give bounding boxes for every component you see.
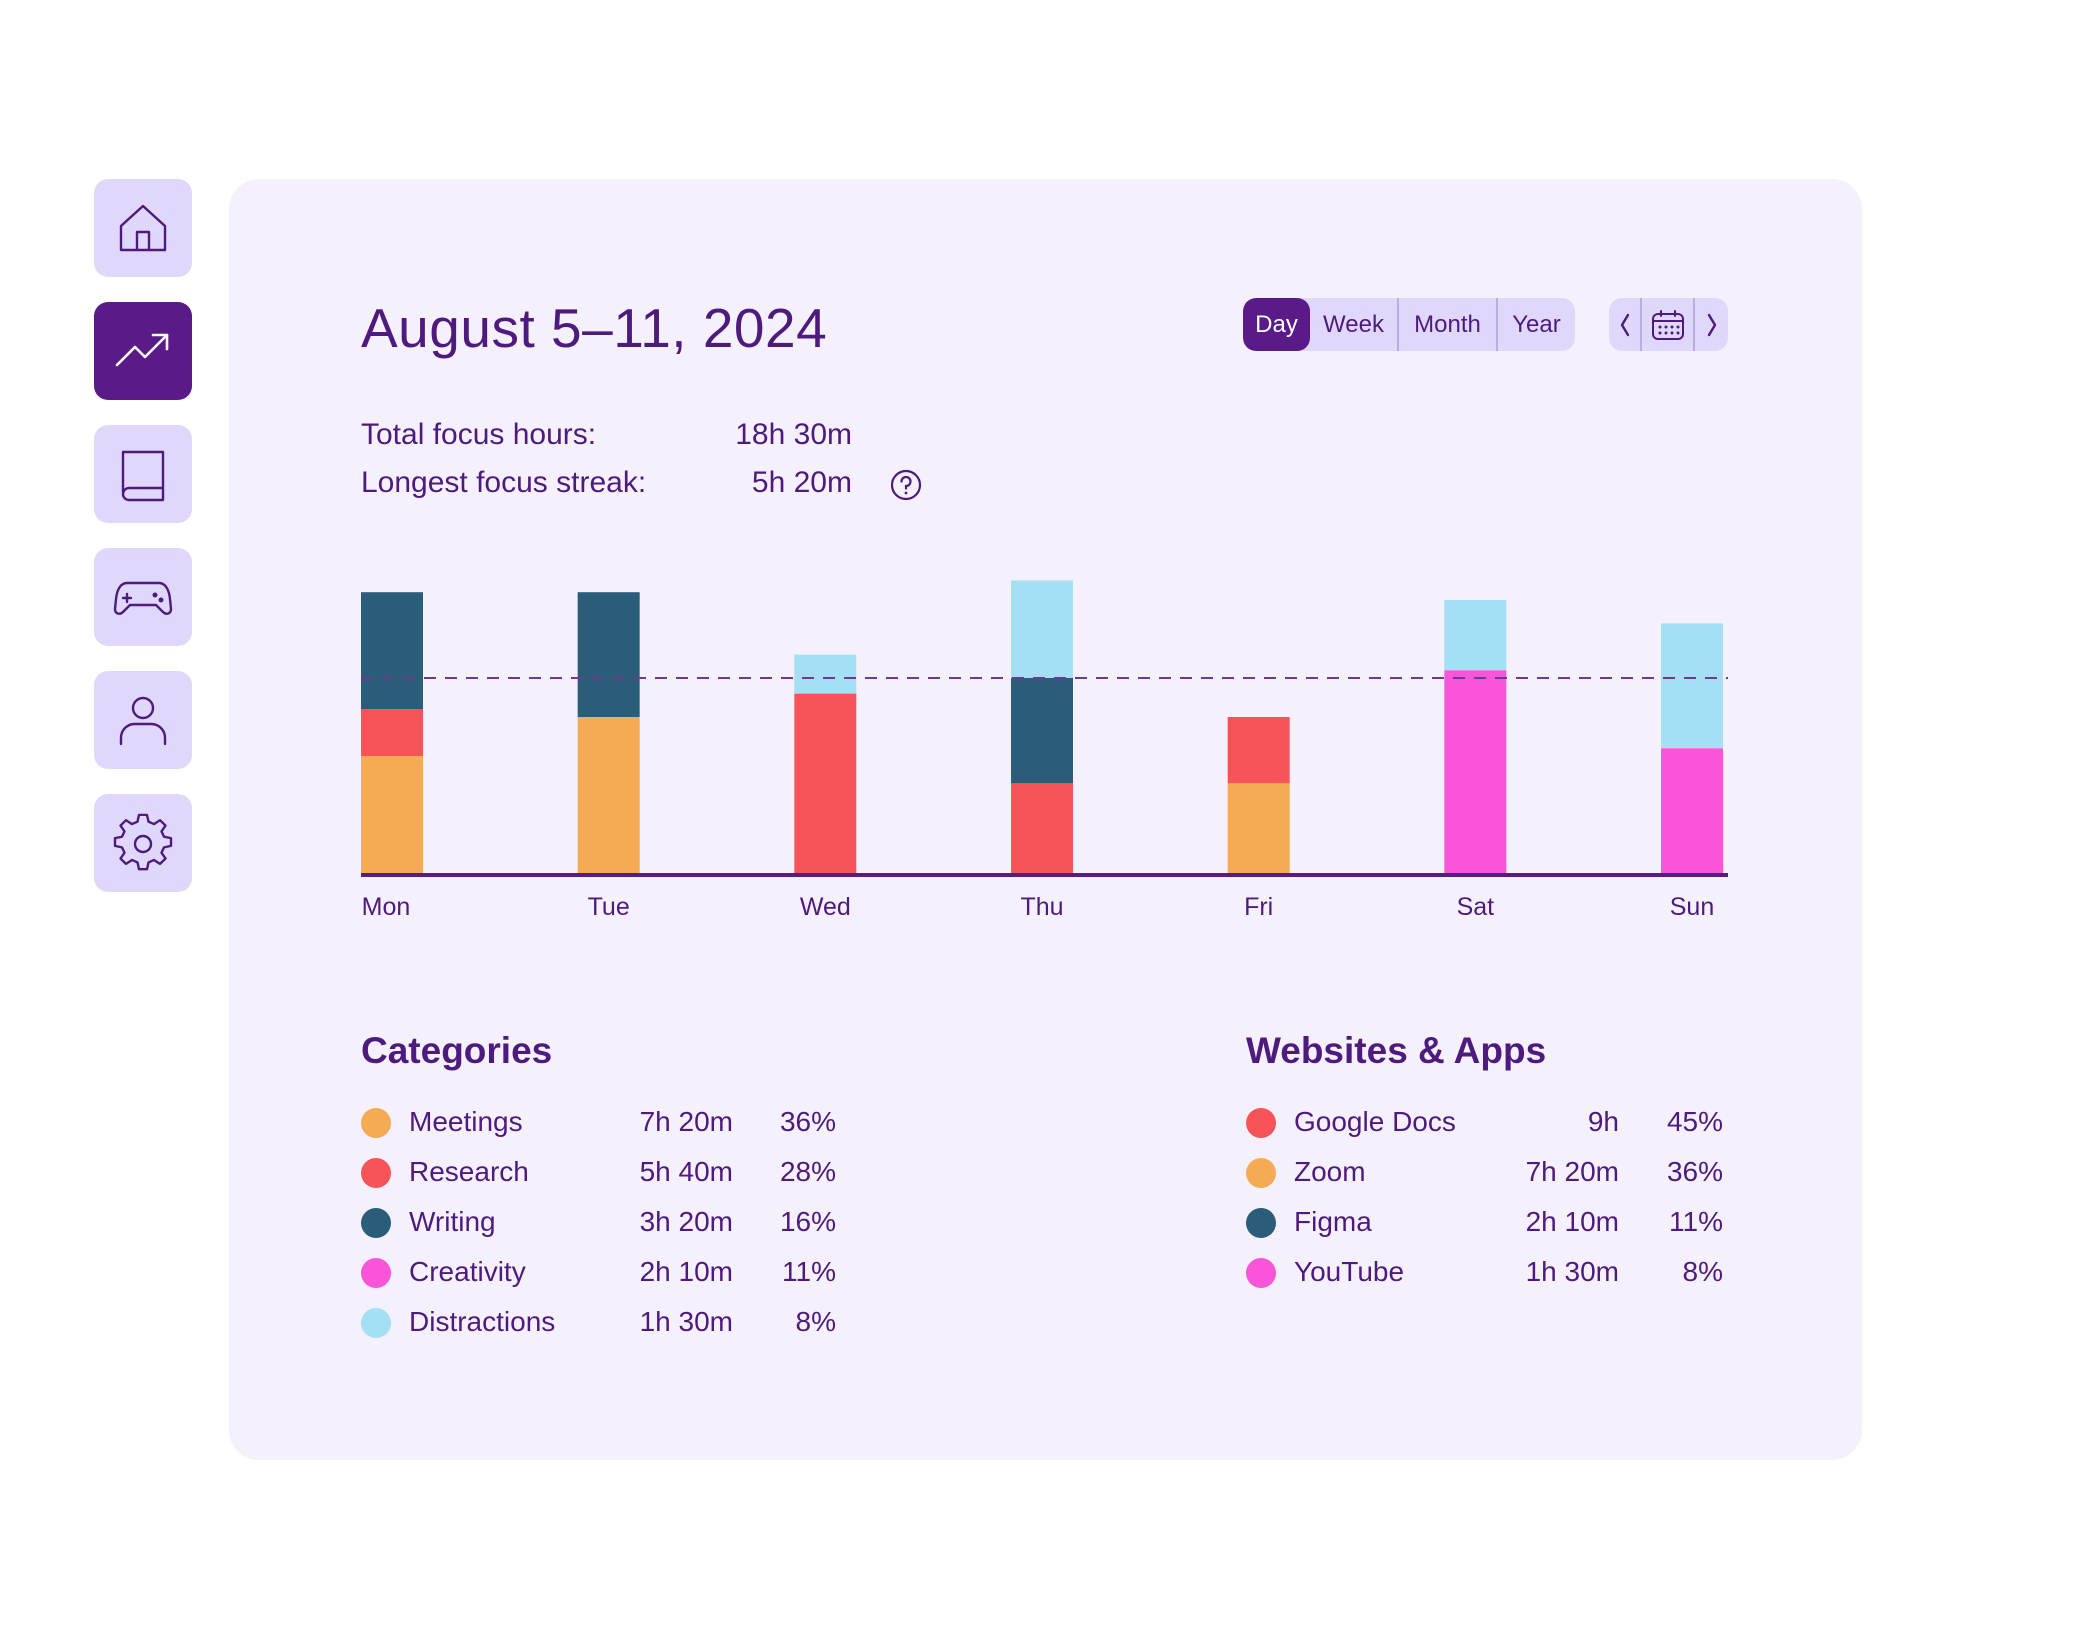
x-tick-label: Tue [587, 893, 630, 921]
item-name: Meetings [409, 1106, 523, 1137]
item-name: YouTube [1294, 1256, 1405, 1287]
item-percent: 45% [1666, 1106, 1723, 1137]
color-dot [361, 1308, 391, 1338]
total-focus-label: Total focus hours: [361, 418, 597, 451]
sidebar-item-stats[interactable] [94, 302, 192, 400]
color-dot [1246, 1158, 1276, 1188]
user-icon [119, 696, 167, 746]
item-time: 1h 30m [639, 1306, 733, 1337]
trending-up-icon [115, 333, 169, 367]
tab-year[interactable]: Year [1512, 310, 1561, 338]
color-dot [361, 1208, 391, 1238]
x-tick-label: Mon [361, 893, 411, 921]
item-percent: 36% [1666, 1156, 1723, 1187]
item-name: Creativity [409, 1256, 526, 1287]
color-dot [1246, 1108, 1276, 1138]
item-time: 7h 20m [639, 1106, 733, 1137]
x-tick-label: Sat [1456, 893, 1495, 921]
date-navigator [1609, 298, 1728, 351]
item-time: 9h [1587, 1106, 1619, 1137]
item-name: Google Docs [1294, 1106, 1456, 1137]
longest-streak-value: 5h 20m [751, 466, 852, 499]
item-time: 3h 20m [639, 1206, 733, 1237]
item-percent: 28% [779, 1156, 836, 1187]
tab-day[interactable]: Day [1243, 298, 1310, 351]
item-time: 2h 10m [1525, 1206, 1619, 1237]
sidebar-item-profile[interactable] [94, 671, 192, 769]
item-name: Writing [409, 1206, 496, 1237]
color-dot [1246, 1258, 1276, 1288]
list-item: Zoom 7h 20m 36% [1246, 1154, 1723, 1194]
chevron-left-icon [1620, 313, 1629, 336]
item-name: Figma [1294, 1206, 1372, 1237]
list-item: Figma 2h 10m 11% [1246, 1204, 1723, 1244]
x-tick-label: Wed [799, 893, 851, 921]
item-name: Distractions [409, 1306, 556, 1337]
item-percent: 8% [795, 1306, 836, 1337]
prev-period-button[interactable] [1609, 298, 1642, 351]
item-percent: 11% [782, 1256, 836, 1287]
item-percent: 16% [779, 1206, 836, 1237]
item-time: 5h 40m [639, 1156, 733, 1187]
color-dot [1246, 1208, 1276, 1238]
tab-month[interactable]: Month [1399, 298, 1498, 351]
calendar-icon [1651, 309, 1684, 340]
sidebar-item-home[interactable] [94, 179, 192, 277]
item-name: Zoom [1294, 1156, 1366, 1187]
list-item: YouTube 1h 30m 8% [1246, 1254, 1723, 1294]
item-percent: 36% [779, 1106, 836, 1137]
list-item: Google Docs 9h 45% [1246, 1104, 1723, 1144]
item-time: 1h 30m [1525, 1256, 1619, 1287]
categories-title: Categories [361, 1030, 553, 1071]
item-percent: 11% [1669, 1206, 1723, 1237]
home-icon [119, 204, 167, 252]
sidebar-item-settings[interactable] [94, 794, 192, 892]
gear-icon [113, 813, 173, 871]
list-item: Writing 3h 20m 16% [361, 1204, 836, 1244]
chevron-right-icon [1707, 313, 1716, 336]
color-dot [361, 1108, 391, 1138]
sidebar-item-games[interactable] [94, 548, 192, 646]
color-dot [361, 1158, 391, 1188]
item-time: 7h 20m [1525, 1156, 1619, 1187]
apps-title: Websites & Apps [1246, 1030, 1547, 1071]
longest-streak-label: Longest focus streak: [361, 466, 647, 499]
item-percent: 8% [1682, 1256, 1723, 1287]
gamepad-icon [113, 581, 173, 615]
item-name: Research [409, 1156, 529, 1187]
list-item: Research 5h 40m 28% [361, 1154, 836, 1194]
list-item: Distractions 1h 30m 8% [361, 1304, 836, 1344]
calendar-button[interactable] [1642, 298, 1695, 351]
x-tick-label: Sun [1669, 893, 1715, 921]
book-icon [121, 450, 165, 502]
next-period-button[interactable] [1695, 298, 1728, 351]
page-title: August 5–11, 2024 [361, 297, 828, 359]
item-time: 2h 10m [639, 1256, 733, 1287]
x-tick-label: Fri [1244, 893, 1274, 921]
list-item: Meetings 7h 20m 36% [361, 1104, 836, 1144]
help-icon[interactable] [890, 469, 922, 501]
range-tabs: Day Week Month Year [1243, 298, 1575, 351]
total-focus-value: 18h 30m [735, 418, 852, 451]
sidebar-item-library[interactable] [94, 425, 192, 523]
x-tick-label: Thu [1020, 893, 1064, 921]
tab-week[interactable]: Week [1310, 298, 1399, 351]
color-dot [361, 1258, 391, 1288]
list-item: Creativity 2h 10m 11% [361, 1254, 836, 1294]
